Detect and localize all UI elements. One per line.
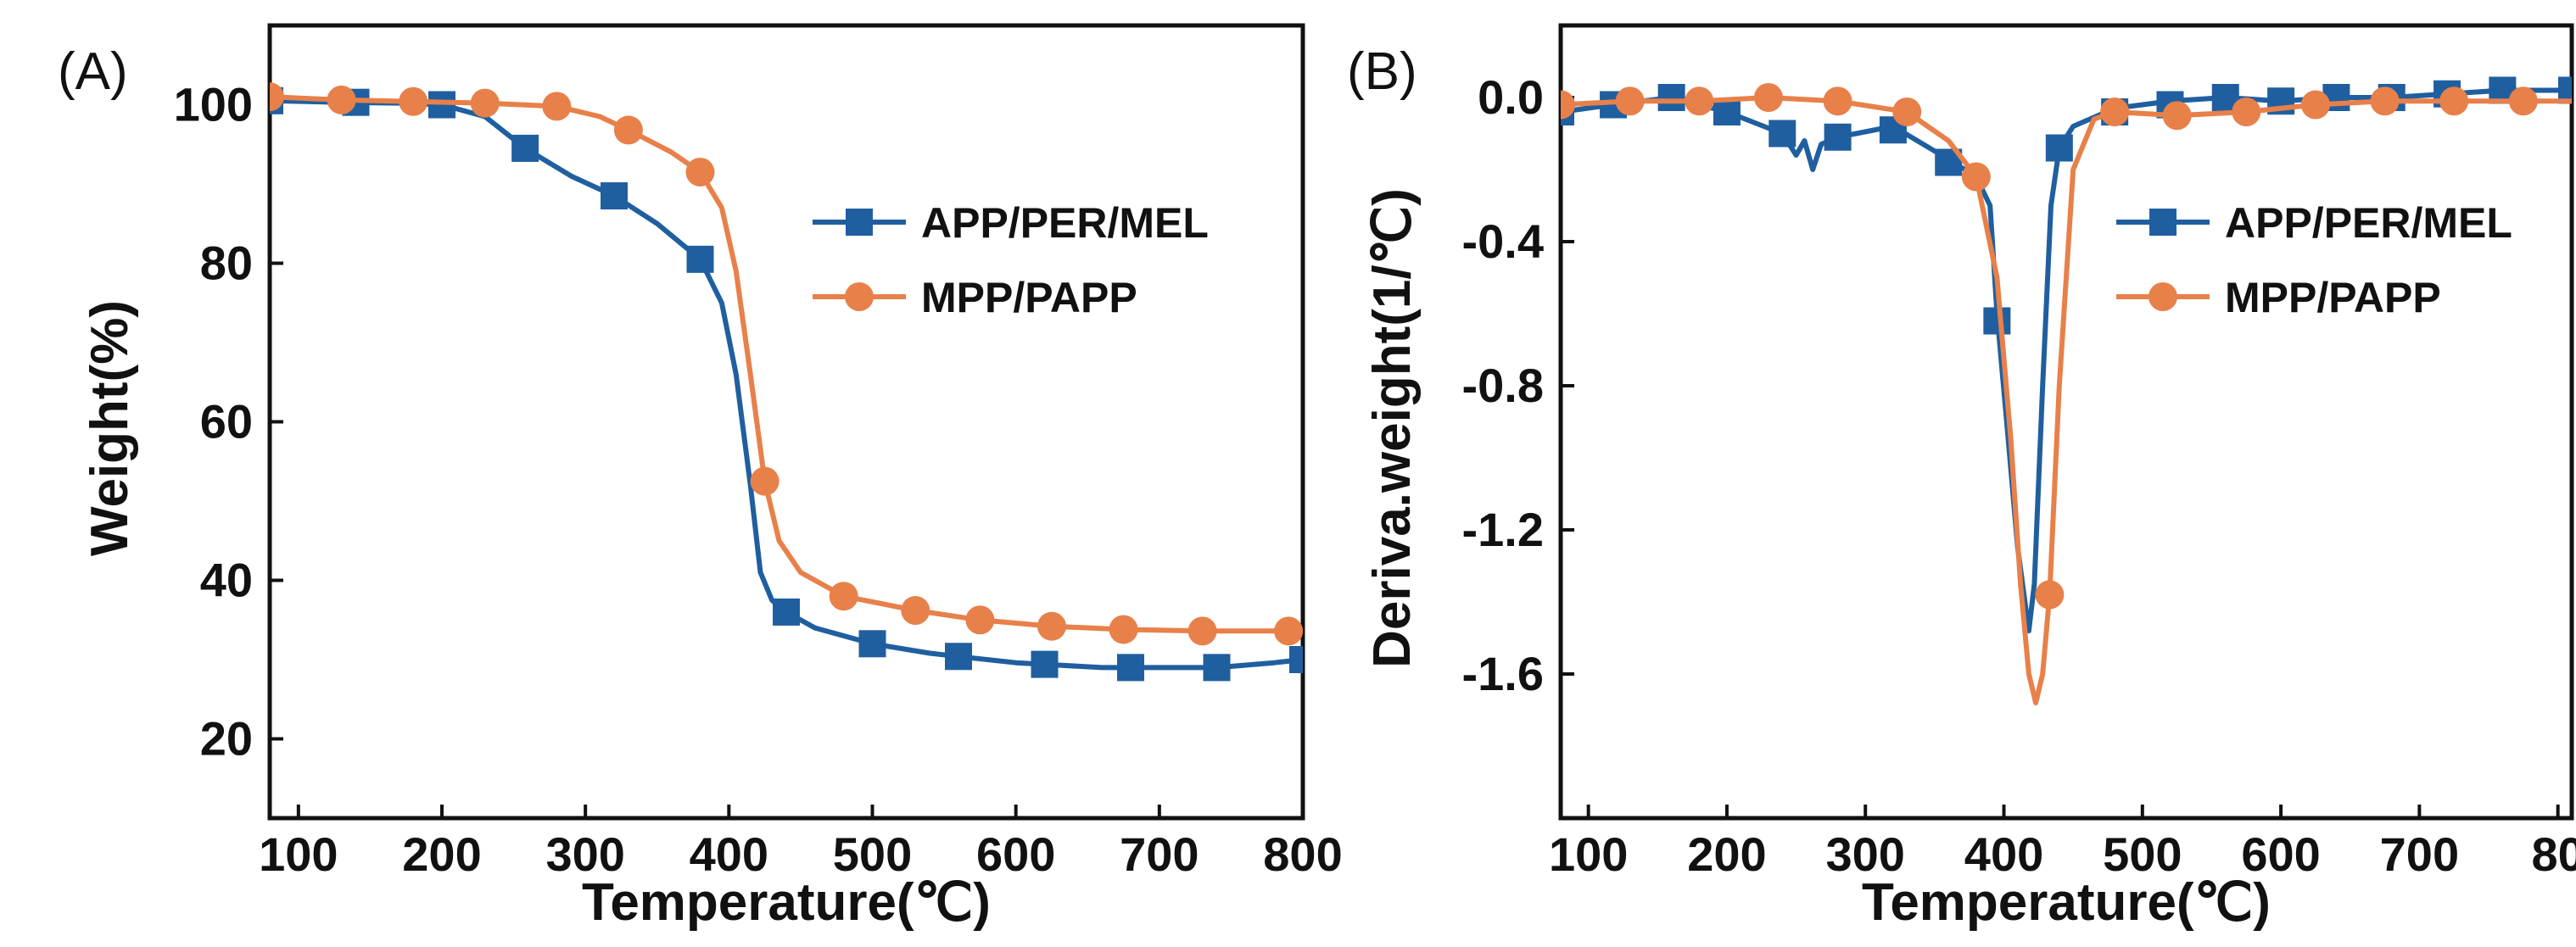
y-tick-label: 60 bbox=[200, 395, 253, 448]
x-tick-label: 600 bbox=[2241, 827, 2320, 881]
x-tick-label: 400 bbox=[1964, 827, 2043, 881]
data-point bbox=[1961, 162, 1991, 192]
data-point bbox=[2558, 76, 2572, 104]
data-point bbox=[1685, 86, 1714, 116]
y-tick-label: -1.2 bbox=[1462, 503, 1545, 556]
data-point bbox=[1769, 120, 1796, 148]
data-point bbox=[2035, 580, 2065, 610]
data-point bbox=[1824, 123, 1852, 151]
data-point bbox=[1289, 646, 1303, 673]
plot-area bbox=[1561, 76, 2572, 705]
legend-label: APP/PER/MEL bbox=[2225, 199, 2512, 247]
data-point bbox=[685, 157, 715, 187]
x-tick-label: 700 bbox=[1120, 827, 1199, 881]
data-point bbox=[470, 88, 500, 118]
x-tick-label: 100 bbox=[1549, 827, 1628, 881]
legend-marker bbox=[2149, 209, 2176, 236]
data-point bbox=[1109, 615, 1138, 644]
x-axis-title: Temperature(℃) bbox=[1862, 873, 2271, 932]
data-point bbox=[945, 643, 972, 671]
series-line-app-per-mel bbox=[1561, 87, 2572, 633]
data-point bbox=[2232, 97, 2261, 126]
legend-marker bbox=[845, 282, 874, 311]
data-point bbox=[965, 605, 995, 635]
legend-label: MPP/PAPP bbox=[2225, 274, 2441, 321]
data-point bbox=[327, 85, 356, 114]
data-point bbox=[1203, 654, 1231, 682]
x-tick-label: 300 bbox=[545, 827, 624, 881]
x-axis-title: Temperature(℃) bbox=[582, 873, 991, 932]
y-tick-label: 40 bbox=[200, 554, 253, 607]
data-point bbox=[1187, 616, 1217, 646]
y-tick-label: 100 bbox=[174, 78, 253, 131]
x-tick-label: 200 bbox=[402, 827, 481, 881]
x-tick-label: 80 bbox=[2532, 827, 2576, 881]
panel-label: (B) bbox=[1347, 42, 1417, 101]
y-axis-title: Deriva.weight(1/℃) bbox=[1363, 188, 1422, 668]
data-point bbox=[2162, 101, 2192, 131]
data-point bbox=[1615, 86, 1645, 116]
data-point bbox=[750, 466, 780, 496]
data-point bbox=[1657, 84, 1685, 111]
x-tick-label: 500 bbox=[833, 827, 912, 881]
data-point bbox=[542, 92, 572, 121]
panel-b: 100 200 300 400 500 600 700 80 0.0 -0.4 -0.8 -1.2 -1… bbox=[1347, 23, 2576, 932]
plot-frame bbox=[1558, 23, 2574, 821]
data-point bbox=[858, 630, 886, 658]
y-tick-label: 20 bbox=[200, 712, 253, 766]
data-point bbox=[2300, 90, 2330, 120]
data-point bbox=[1983, 307, 2011, 335]
data-point bbox=[511, 134, 539, 162]
y-tick-label: -0.8 bbox=[1462, 359, 1545, 412]
x-tick-label: 600 bbox=[976, 827, 1055, 881]
data-point bbox=[1753, 83, 1783, 112]
data-point bbox=[1037, 611, 1066, 641]
data-point bbox=[601, 182, 628, 210]
y-axis-title: Weight(%) bbox=[81, 300, 139, 556]
data-point bbox=[686, 245, 714, 273]
legend-label: MPP/PAPP bbox=[921, 274, 1137, 321]
legend-label: APP/PER/MEL bbox=[921, 199, 1209, 247]
data-point bbox=[829, 582, 858, 611]
series-line-mpp-papp bbox=[1561, 95, 2572, 705]
panel-label: (A) bbox=[58, 42, 128, 101]
data-point bbox=[1561, 90, 1575, 120]
plot-frame bbox=[267, 23, 1305, 821]
data-point bbox=[1117, 654, 1144, 682]
data-point bbox=[1892, 97, 1922, 126]
y-tick-label: 0.0 bbox=[1478, 70, 1544, 124]
plot-area bbox=[270, 82, 1303, 682]
data-point bbox=[1823, 86, 1852, 116]
data-point bbox=[773, 598, 800, 626]
y-tick-label: 80 bbox=[200, 237, 253, 290]
panel-a: 100 200 300 400 500 600 700 800 20 40 60 80 100 Tempe… bbox=[58, 23, 1343, 932]
legend-marker bbox=[2149, 282, 2177, 311]
series-line-mpp-papp bbox=[270, 94, 1303, 634]
data-point bbox=[1031, 650, 1059, 678]
x-tick-label: 800 bbox=[1263, 827, 1342, 881]
data-point bbox=[2439, 86, 2469, 116]
data-point bbox=[399, 86, 428, 116]
series-line-app-per-mel bbox=[270, 97, 1303, 671]
data-point bbox=[1274, 616, 1303, 646]
x-tick-label: 100 bbox=[259, 827, 338, 881]
data-point bbox=[613, 115, 643, 145]
legend-marker bbox=[846, 209, 873, 236]
data-point bbox=[1713, 98, 1741, 125]
data-point bbox=[901, 596, 930, 626]
data-point bbox=[2508, 86, 2538, 116]
data-point bbox=[2370, 86, 2400, 116]
x-tick-label: 200 bbox=[1687, 827, 1766, 881]
data-point bbox=[2100, 97, 2130, 126]
data-point bbox=[2045, 134, 2073, 162]
x-tick-label: 700 bbox=[2380, 827, 2459, 881]
y-tick-label: -0.4 bbox=[1462, 214, 1545, 268]
x-tick-label: 500 bbox=[2103, 827, 2182, 881]
x-tick-label: 400 bbox=[690, 827, 768, 881]
data-point bbox=[270, 82, 284, 112]
x-tick-label: 300 bbox=[1826, 827, 1905, 881]
y-tick-label: -1.6 bbox=[1462, 647, 1545, 700]
